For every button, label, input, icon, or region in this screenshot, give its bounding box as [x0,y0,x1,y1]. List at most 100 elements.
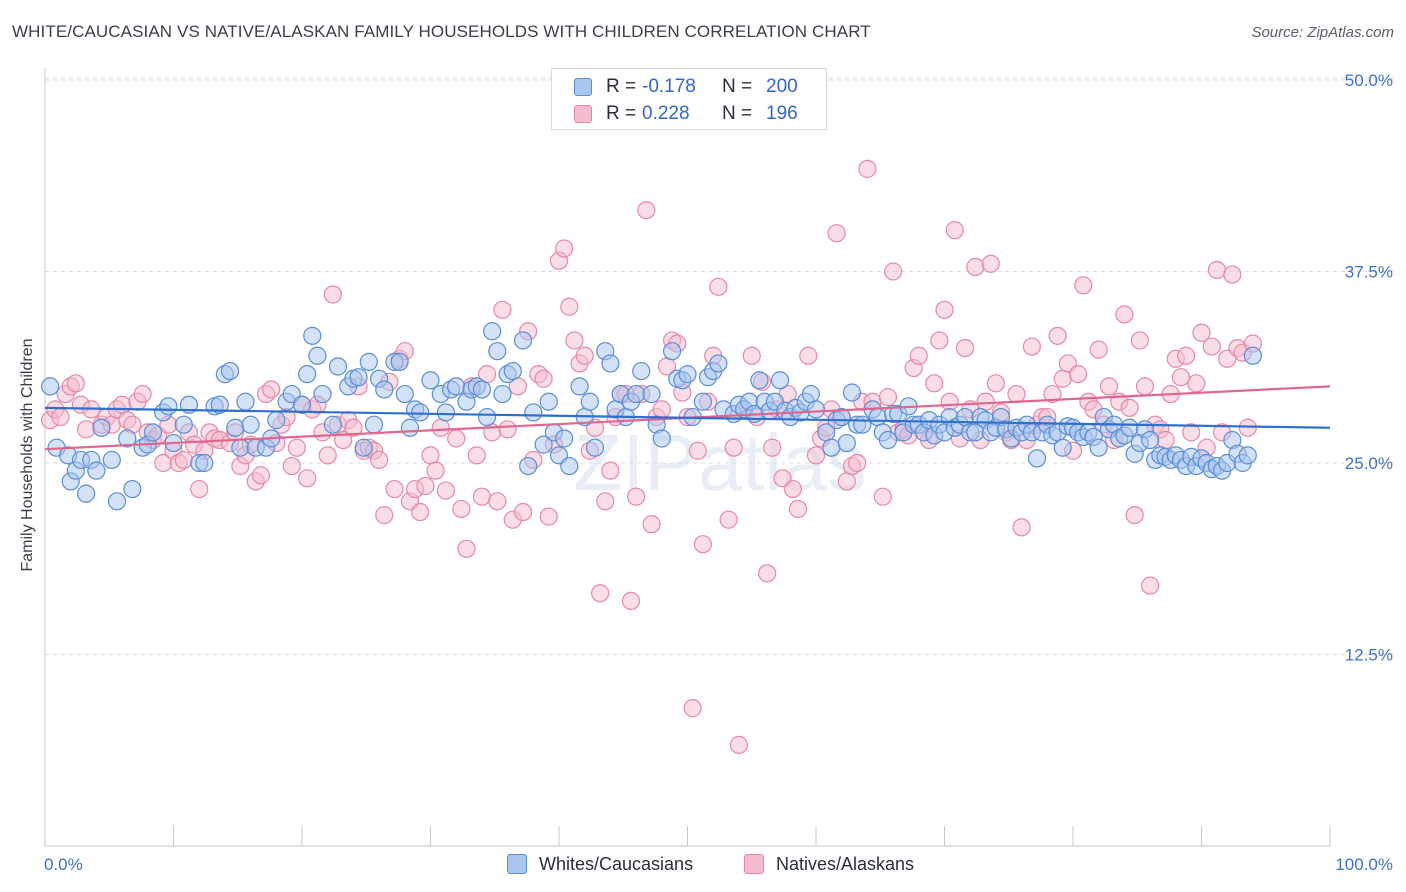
natives-point [534,369,553,388]
natives-point [981,254,1000,273]
natives-point [596,492,615,511]
whites-point [303,326,322,345]
whites-point [328,357,348,376]
natives-point [719,510,738,529]
natives-point [788,499,808,519]
whites-point [411,403,430,422]
natives-point [601,461,620,480]
natives-point [370,450,389,470]
whites-trend-line [44,406,1331,429]
trend-lines [44,385,1331,451]
stats-legend: R = -0.178 N = 200 R = 0.228 N = 196 [551,68,827,130]
natives-point [1140,576,1160,595]
natives-point [935,300,954,319]
x-tick-label: 0.0% [44,855,83,874]
legend-item-natives[interactable]: Natives/Alaskans [744,852,914,876]
whites-point [806,400,826,419]
natives-point [1125,505,1144,525]
whites-point [292,395,312,414]
n-label: N = [722,103,753,124]
whites-point [390,352,409,371]
natives-point [298,469,317,488]
natives-point [1053,369,1072,388]
y-tick-label: 37.5% [1345,263,1393,282]
natives-point [539,507,558,526]
natives-point [1156,430,1175,450]
r-label: R = [606,76,637,97]
axis-layer [44,68,1331,847]
natives-point [1187,374,1206,393]
whites-point [626,384,646,404]
natives-point [498,420,517,439]
whites-point [359,352,378,371]
whites-point [1053,438,1072,457]
natives-point [1099,377,1119,396]
legend-item-whites[interactable]: Whites/Caucasians [507,852,693,876]
whites-point [77,484,96,503]
whites-point [519,456,538,476]
whites-point [513,331,533,350]
whites-point [709,354,728,373]
natives-point [174,450,193,470]
natives-point [190,479,209,499]
whites-point [364,415,384,434]
natives-point [472,487,491,506]
whites-point [375,380,394,399]
natives-point [1089,340,1108,359]
natives-point [883,262,903,281]
natives-point [251,466,270,485]
whites-point [123,479,142,499]
natives-point [77,420,96,439]
whites-point [601,354,620,373]
source-label: Source: ZipAtlas.com [1251,24,1394,41]
whites-point [678,365,697,384]
natives-point [411,502,430,522]
natives-swatch [574,105,592,123]
whites-point [323,415,342,434]
whites-point [878,430,898,450]
natives-point [560,297,579,316]
whites-point [447,377,466,396]
natives-point [565,331,584,350]
natives-point [1202,337,1221,356]
natives-point [955,339,975,358]
natives-point [1007,384,1026,404]
whites-point [174,415,193,434]
whites-point [210,395,229,414]
natives-point [742,346,761,365]
whites-point [226,418,245,437]
natives-point [806,446,826,465]
whites-point [118,429,137,448]
natives-point [966,257,985,277]
whites-point [693,392,713,411]
natives-point [385,479,404,499]
natives-point [652,400,671,419]
chart-title: WHITE/CAUCASIAN VS NATIVE/ALASKAN FAMILY… [12,22,871,41]
whites-point [421,371,440,390]
natives-point [262,380,281,399]
whites-point [354,438,373,457]
natives-point [488,492,507,511]
tick-labels: 12.5% 25.0% 37.5% 50.0% 0.0% 100.0% [44,71,1393,874]
whites-point [92,418,111,437]
natives-point [783,479,802,499]
n-label: N = [722,76,753,97]
whites-point [1120,418,1139,437]
whites-point [349,368,368,387]
natives-point [555,239,574,258]
whites-point [1238,446,1257,465]
natives-point [945,221,964,240]
natives-point [621,591,641,610]
whites-point [642,384,661,404]
natives-point [940,392,959,411]
whites-point [1140,430,1160,450]
natives-point [51,407,70,427]
whites-point [195,453,214,473]
whites-point [585,438,605,457]
whites-point [488,342,507,361]
natives-point [709,277,728,296]
natives-point [431,418,450,437]
natives-legend-label: Natives/Alaskans [776,853,915,874]
whites-point [231,438,250,457]
